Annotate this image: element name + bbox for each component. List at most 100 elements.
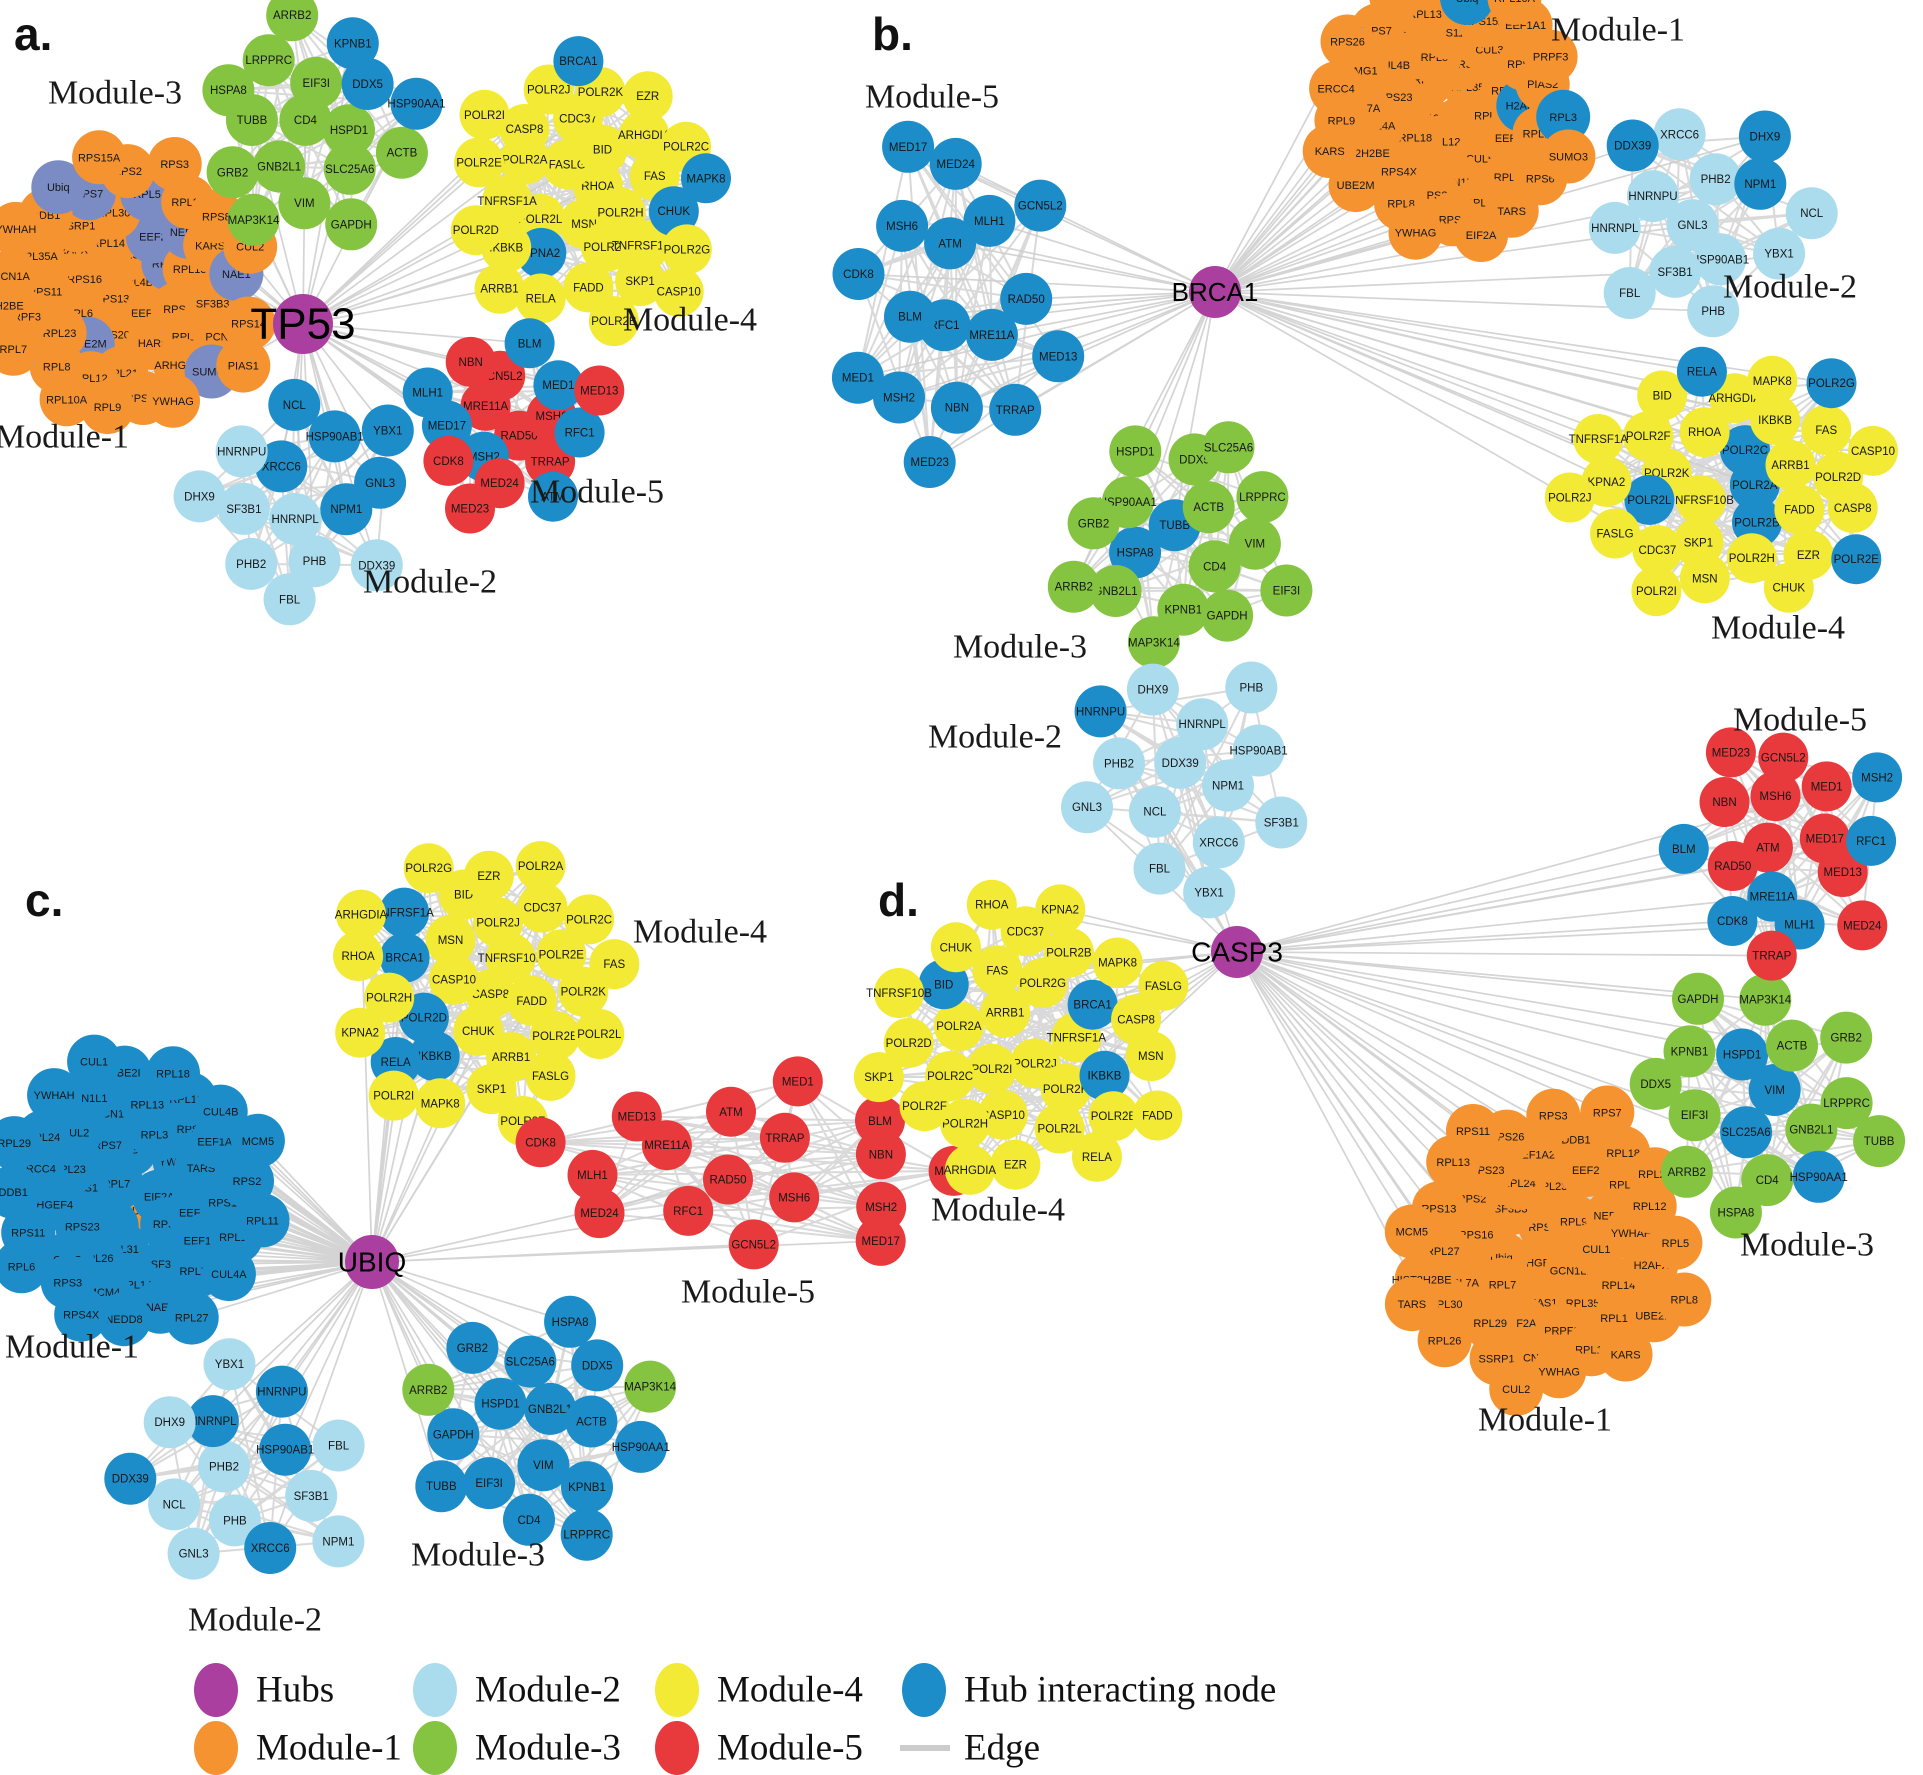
network-node[interactable]: EIF3I xyxy=(1260,564,1313,617)
network-node[interactable]: RFC1 xyxy=(1846,815,1897,866)
network-node[interactable]: ACTB xyxy=(375,126,428,179)
network-node[interactable]: HNRNPU xyxy=(255,1365,308,1418)
network-node[interactable]: YWHAG xyxy=(1388,205,1443,260)
network-node[interactable]: FADD xyxy=(1132,1090,1183,1141)
network-node[interactable]: HSPA8 xyxy=(544,1295,597,1348)
network-node[interactable]: BLM xyxy=(1658,823,1709,874)
network-node[interactable]: CUL1 xyxy=(67,1034,122,1089)
network-node[interactable]: MED23 xyxy=(445,483,495,534)
network-node[interactable]: BRCA1 xyxy=(1067,979,1118,1030)
network-node[interactable]: RPL27 xyxy=(164,1290,219,1345)
network-node[interactable]: KARS xyxy=(1302,124,1357,178)
network-node[interactable]: SF3B1 xyxy=(217,482,270,535)
network-node[interactable]: FAS xyxy=(589,939,640,990)
network-node[interactable]: ARRB2 xyxy=(1047,560,1100,613)
network-node[interactable]: PHB2 xyxy=(225,537,278,590)
network-node[interactable]: MED1 xyxy=(1801,761,1852,812)
network-node[interactable]: SUMO3 xyxy=(1541,129,1596,184)
network-node[interactable]: GAPDH xyxy=(1201,589,1254,642)
network-node[interactable]: NCL xyxy=(1128,785,1181,838)
network-node[interactable]: RPL8 xyxy=(1657,1272,1712,1327)
network-node[interactable]: RAD50 xyxy=(703,1154,753,1205)
network-node[interactable]: PHB2 xyxy=(198,1440,250,1493)
network-node[interactable]: ACTB xyxy=(1766,1019,1818,1072)
network-node[interactable]: MSN xyxy=(425,914,476,965)
network-node[interactable]: BLM xyxy=(884,290,936,343)
network-node[interactable]: MED13 xyxy=(611,1091,662,1142)
network-node[interactable]: HSPD1 xyxy=(1109,425,1162,478)
network-node[interactable]: CDK8 xyxy=(832,248,885,300)
network-node[interactable]: HSP90AB1 xyxy=(256,1423,314,1476)
network-node[interactable]: FASLG xyxy=(1138,960,1189,1011)
network-node[interactable]: EZR xyxy=(990,1139,1041,1190)
network-node[interactable]: CHUK xyxy=(1763,562,1814,613)
network-node[interactable]: ARRB2 xyxy=(402,1363,455,1416)
network-node[interactable]: POLR2G xyxy=(661,224,712,275)
network-node[interactable]: ERCC4 xyxy=(1309,61,1364,116)
network-node[interactable]: GCN5L2 xyxy=(1758,732,1809,783)
network-node[interactable]: MSH6 xyxy=(876,199,929,252)
network-node[interactable]: YBX1 xyxy=(203,1338,256,1391)
network-node[interactable]: RPS15A xyxy=(72,130,127,185)
network-node[interactable]: SF3B1 xyxy=(285,1469,338,1522)
network-node[interactable]: POLR2F xyxy=(899,1081,950,1132)
network-node[interactable]: MAPK8 xyxy=(1092,937,1143,988)
network-node[interactable]: RPL18 xyxy=(146,1046,200,1101)
network-node[interactable]: XRCC6 xyxy=(1192,816,1245,869)
network-node[interactable]: HSP90AA1 xyxy=(612,1420,670,1473)
network-node[interactable]: MLH1 xyxy=(963,194,1016,247)
network-node[interactable]: DDX5 xyxy=(571,1339,624,1392)
network-node[interactable]: NPM1 xyxy=(1734,157,1787,210)
network-node[interactable]: POLR2J xyxy=(1544,472,1595,523)
network-node[interactable]: PHB2 xyxy=(1689,153,1742,206)
network-node[interactable]: VIM xyxy=(278,177,331,230)
network-node[interactable]: GNL3 xyxy=(354,456,407,509)
network-node[interactable]: NCL xyxy=(1785,187,1838,240)
network-node[interactable]: GAPDH xyxy=(325,198,378,251)
network-node[interactable]: POLR2I xyxy=(459,89,510,140)
network-node[interactable]: TRRAP xyxy=(989,383,1042,436)
network-node[interactable]: KPNA2 xyxy=(335,1007,386,1058)
network-node[interactable]: POLR2G xyxy=(1806,358,1857,409)
network-node[interactable]: CDK8 xyxy=(515,1117,566,1168)
network-node[interactable]: SF3B1 xyxy=(1255,796,1308,849)
network-node[interactable]: POLR2E xyxy=(1831,534,1882,585)
network-node[interactable]: RPS26 xyxy=(1320,14,1375,69)
network-node[interactable]: XRCC6 xyxy=(1653,108,1706,161)
network-node[interactable]: HNRNPL xyxy=(1588,201,1641,254)
network-node[interactable]: GAPDH xyxy=(427,1408,480,1461)
network-node[interactable]: DHX9 xyxy=(1126,663,1179,716)
network-node[interactable]: RFC1 xyxy=(663,1185,714,1236)
network-node[interactable]: MAPK8 xyxy=(1747,355,1798,406)
network-node[interactable]: PHB2 xyxy=(1093,737,1145,790)
network-node[interactable]: TRRAP xyxy=(759,1112,810,1163)
network-node[interactable]: SLC25A6 xyxy=(1720,1106,1773,1159)
network-node[interactable]: POLR2E xyxy=(454,137,505,188)
network-node[interactable]: SLC25A6 xyxy=(1202,421,1255,474)
network-node[interactable]: MCM5 xyxy=(230,1113,285,1168)
network-node[interactable]: MSH2 xyxy=(1852,752,1903,803)
hub-node[interactable]: CASP3 xyxy=(1191,926,1283,978)
network-node[interactable]: SLC25A6 xyxy=(504,1335,557,1388)
network-node[interactable]: RAD50 xyxy=(1707,841,1758,891)
network-node[interactable]: RPS11 xyxy=(1446,1104,1500,1158)
network-node[interactable]: MAPK8 xyxy=(415,1078,466,1129)
network-node[interactable]: FASLG xyxy=(525,1050,576,1101)
network-node[interactable]: MLH1 xyxy=(402,367,453,418)
network-node[interactable]: CDK8 xyxy=(1707,896,1758,946)
network-node[interactable]: RPL11 xyxy=(235,1193,290,1248)
network-node[interactable]: RELA xyxy=(1071,1131,1122,1182)
network-node[interactable]: GCN5L2 xyxy=(728,1219,779,1270)
network-node[interactable]: MED1 xyxy=(831,351,884,404)
network-node[interactable]: RAD50 xyxy=(1000,272,1053,325)
network-node[interactable]: DDX5 xyxy=(1629,1057,1682,1110)
network-node[interactable]: POLR2L xyxy=(574,1009,625,1059)
network-node[interactable]: GAPDH xyxy=(1672,972,1724,1025)
network-node[interactable]: NPM1 xyxy=(312,1515,365,1568)
network-node[interactable]: CDK8 xyxy=(423,435,474,486)
network-node[interactable]: MAP3K14 xyxy=(624,1360,677,1413)
network-node[interactable]: BRCA1 xyxy=(553,36,604,87)
network-node[interactable]: HNRNPU xyxy=(1074,685,1127,738)
network-node[interactable]: ARRB1 xyxy=(1765,440,1816,490)
network-node[interactable]: FAS xyxy=(1801,405,1852,455)
